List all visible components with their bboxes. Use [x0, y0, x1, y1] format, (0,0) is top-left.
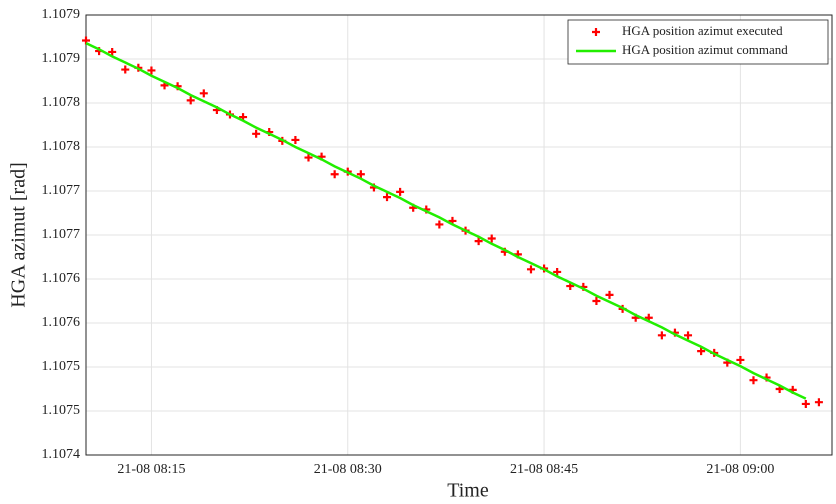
scatter-point	[801, 399, 810, 408]
y-tick-label: 1.1075	[42, 403, 81, 418]
plot-frame	[85, 14, 833, 456]
scatter-point	[147, 66, 156, 75]
x-tick-label: 21-08 08:30	[314, 462, 382, 477]
x-axis-label: Time	[447, 480, 489, 502]
scatter-point	[526, 265, 535, 274]
scatter-point	[396, 187, 405, 196]
y-axis-label: HGA azimut [rad]	[8, 162, 30, 308]
legend-marker	[592, 28, 600, 36]
scatter-point	[108, 47, 117, 56]
scatter-point	[657, 331, 666, 340]
scatter-point	[291, 135, 300, 144]
scatter-point	[383, 193, 392, 202]
legend-box	[567, 19, 829, 65]
scatter-point	[252, 129, 261, 138]
scatter-point	[684, 331, 693, 340]
scatter-point	[749, 376, 758, 385]
scatter-point	[814, 398, 823, 407]
legend-label: HGA position azimut executed	[622, 23, 783, 38]
y-tick-label: 1.1075	[42, 359, 81, 374]
scatter-point	[605, 290, 614, 299]
scatter-point	[186, 96, 195, 105]
y-tick-label: 1.1077	[42, 183, 81, 198]
scatter-point	[435, 220, 444, 229]
x-tick-label: 21-08 08:45	[510, 462, 578, 477]
scatter-point	[199, 89, 208, 98]
y-tick-label: 1.1079	[42, 51, 81, 66]
scatter-point	[487, 234, 496, 243]
scatter-point	[697, 347, 706, 356]
y-tick-label: 1.1078	[42, 139, 81, 154]
line-series	[85, 42, 807, 400]
scatter-point	[356, 170, 365, 179]
scatter-point	[553, 267, 562, 276]
y-tick-label: 1.1074	[42, 447, 81, 462]
y-tick-label: 1.1076	[42, 271, 81, 286]
y-tick-label: 1.1079	[42, 7, 81, 22]
scatter-point	[330, 170, 339, 179]
x-tick-label: 21-08 08:15	[117, 462, 185, 477]
scatter-point	[474, 237, 483, 246]
x-tick-label: 21-08 09:00	[706, 462, 774, 477]
y-tick-label: 1.1078	[42, 95, 81, 110]
y-tick-label: 1.1076	[42, 315, 81, 330]
scatter-point	[121, 65, 130, 74]
scatter-point	[736, 355, 745, 364]
scatter-point	[592, 297, 601, 305]
scatter-point	[304, 153, 313, 162]
legend-label: HGA position azimut command	[622, 42, 788, 57]
y-tick-label: 1.1077	[42, 227, 81, 242]
